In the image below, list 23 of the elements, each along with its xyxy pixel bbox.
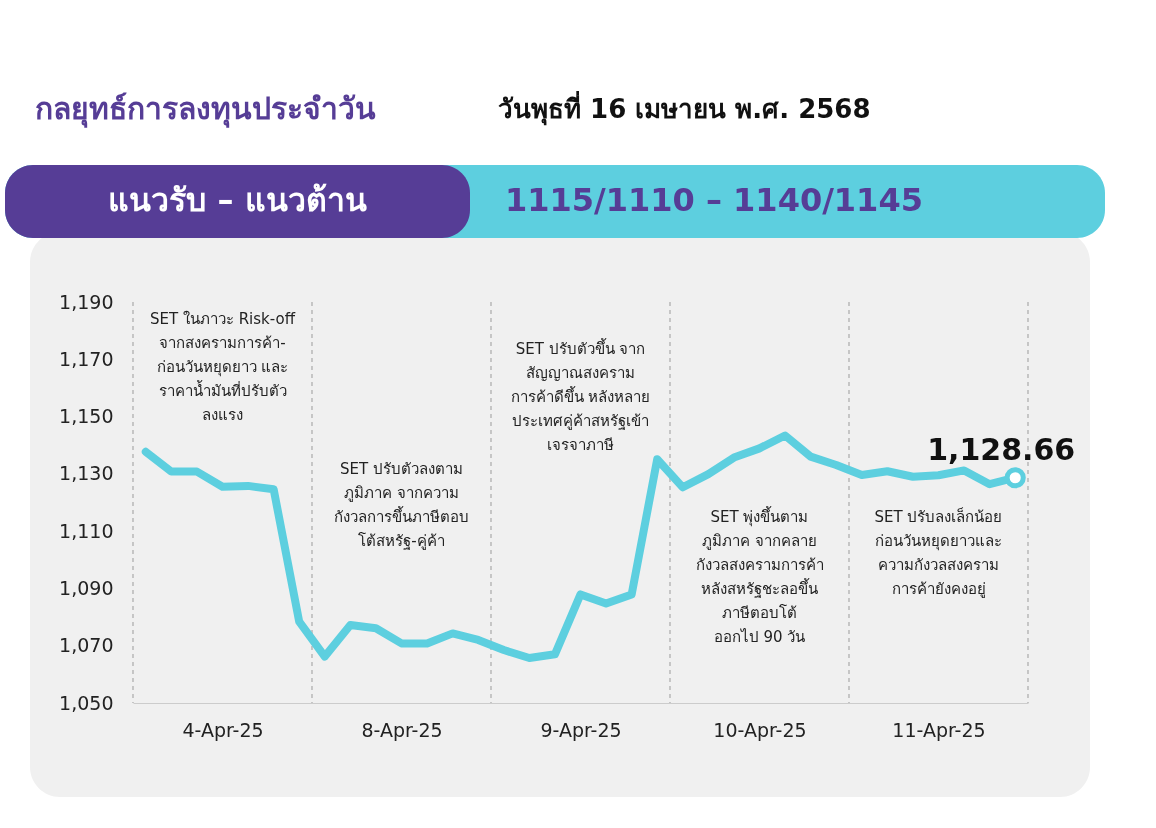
x-tick-label: 9-Apr-25: [540, 718, 622, 741]
chart-subtitle: วันพุธที่ 16 เมษายน พ.ศ. 2568: [498, 90, 871, 126]
text: 1115/1110 – 1140/1145: [505, 181, 923, 219]
y-tick-label: 1,170: [59, 347, 114, 370]
y-tick-label: 1,190: [59, 290, 114, 313]
annotation: SET ปรับลงเล็กน้อย ก่อนวันหยุดยาวและ ความกังวลสงคราม การค้ายังคงอยู่: [874, 507, 1003, 598]
text: แนวรับ – แนวต้าน: [108, 181, 367, 219]
y-tick-label: 1,110: [59, 519, 114, 542]
annotation: SET ปรับตัวขึ้น จาก สัญญาณสงคราม การค้าดีขึ้น หลังหลาย ประเทศคู่ค้าสหรัฐเข้า เจรจาภาษี: [510, 338, 651, 454]
y-tick-label: 1,130: [59, 462, 114, 485]
x-tick-label: 8-Apr-25: [361, 718, 443, 741]
y-tick-label: 1,050: [59, 691, 114, 714]
x-tick-label: 11-Apr-25: [892, 718, 986, 741]
annotation: SET ปรับตัวลงตาม ภูมิภาค จากความ กังวลการขึ้นภาษีตอบ โต้สหรัฐ-คู่ค้า: [334, 460, 469, 550]
chart-title: กลยุทธ์การลงทุนประจำวัน: [35, 91, 376, 128]
y-tick-label: 1,070: [59, 634, 114, 657]
x-tick-label: 4-Apr-25: [182, 718, 264, 741]
y-tick-label: 1,150: [59, 405, 114, 428]
annotation: SET ในภาวะ Risk-off จากสงครามการค้า- ก่อนวันหยุดยาว และ ราคาน้ำมันที่ปรับตัว ลงแรง: [150, 310, 296, 424]
data-label: 1,128.66: [927, 431, 1076, 467]
x-tick-label: 10-Apr-25: [713, 718, 807, 741]
y-tick-label: 1,090: [59, 576, 114, 599]
annotation: SET พุ่งขึ้นตาม ภูมิภาค จากคลาย กังวลสงครามการค้า หลังสหรัฐชะลอขึ้น ภาษีตอบโต้ ออกไป 90 วัน: [695, 506, 824, 646]
